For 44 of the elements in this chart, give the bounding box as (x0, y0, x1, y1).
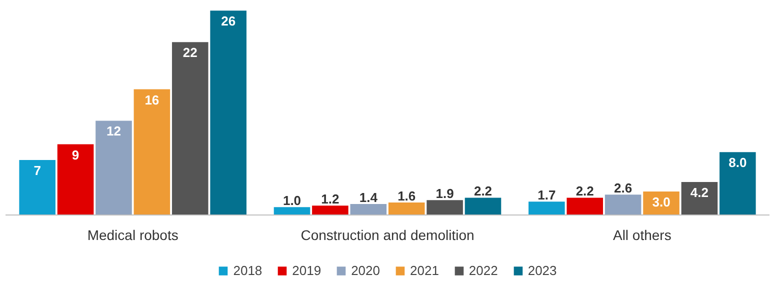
data-label: 4.2 (690, 185, 709, 200)
legend-label: 2022 (468, 263, 498, 278)
bar (604, 194, 642, 216)
data-label: 3.0 (652, 194, 670, 210)
legend-label: 2023 (528, 263, 557, 278)
bar (720, 152, 756, 216)
bar (172, 42, 208, 216)
legend-label: 2021 (410, 263, 439, 278)
data-label: 2.6 (614, 180, 632, 196)
data-label: 1.7 (538, 188, 556, 203)
legend-label: 2020 (351, 263, 380, 278)
bar (426, 200, 463, 216)
legend-label: 2019 (292, 263, 322, 278)
bar (350, 204, 387, 216)
bar (274, 207, 310, 216)
data-label: 2.2 (576, 184, 594, 199)
bar (134, 89, 170, 216)
data-label: 12 (106, 124, 121, 139)
data-label: 1.6 (398, 188, 416, 204)
data-label: 1.9 (436, 186, 454, 202)
bar (312, 206, 348, 216)
data-label: 1.2 (321, 192, 340, 207)
data-label: 9 (72, 147, 80, 162)
bar (19, 160, 56, 216)
data-label: 1.0 (282, 193, 302, 208)
bar (528, 202, 565, 216)
x-tick-label: Construction and demolition (300, 227, 474, 244)
bar (566, 198, 604, 216)
bar (388, 202, 425, 216)
data-label: 1.4 (359, 190, 378, 206)
bar (57, 144, 94, 216)
bar (96, 120, 132, 216)
bar (464, 198, 502, 216)
x-tick-label: All others (612, 227, 672, 244)
x-tick-label: Medical robots (87, 227, 178, 244)
data-label: 2.2 (474, 184, 492, 199)
data-label: 26 (221, 14, 236, 29)
data-label: 7 (34, 163, 41, 178)
data-label: 22 (182, 45, 198, 60)
bar (681, 182, 718, 216)
data-label: 8.0 (728, 155, 747, 170)
bar (210, 10, 246, 216)
legend-label: 2018 (233, 263, 262, 278)
data-label: 16 (144, 92, 160, 108)
